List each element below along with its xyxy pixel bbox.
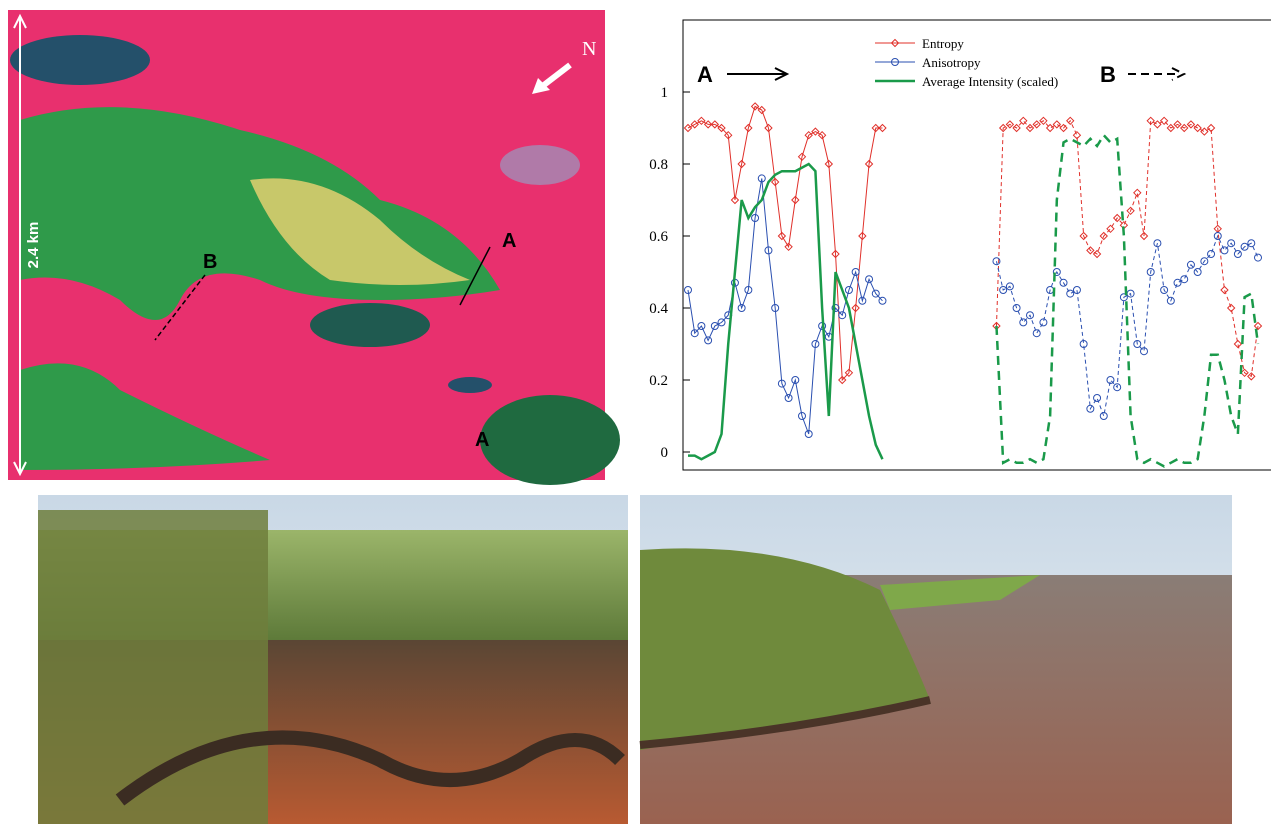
anisotropy-marker: [1255, 254, 1262, 261]
page: {"map": {"north": "N", "scale": "2.4 km"…: [0, 0, 1271, 824]
chart-annotation: B: [1100, 62, 1116, 87]
photo-right: [640, 495, 1232, 824]
map-label: B: [203, 251, 217, 273]
map-label: A: [502, 230, 516, 252]
map-label: A: [475, 429, 489, 451]
scale-label: 2.4 km: [25, 222, 42, 269]
chart-annotation: A: [697, 62, 713, 87]
anisotropy-marker: [1020, 319, 1027, 326]
entropy-marker: [1154, 121, 1161, 128]
north-label: N: [582, 38, 596, 60]
legend-label: Anisotropy: [922, 55, 981, 70]
figure: N 2.4 km A B A 0 0.2 0.4 0.6 0.8 1 Entropy Anis…: [0, 0, 1271, 824]
y-tick-label: 0.2: [649, 373, 668, 389]
anisotropy-marker: [1067, 290, 1074, 297]
series-line: [688, 164, 882, 459]
anisotropy-marker: [1208, 251, 1215, 258]
arrow-a: [727, 68, 787, 80]
anisotropy-marker: [1100, 413, 1107, 420]
anisotropy-marker: [1094, 395, 1101, 402]
satellite-image: [8, 10, 620, 485]
entropy-marker: [1053, 121, 1060, 128]
arrow-b: [1128, 68, 1184, 80]
y-tick-label: 0.4: [649, 301, 668, 317]
anisotropy-marker: [1181, 276, 1188, 283]
entropy-marker: [1234, 341, 1241, 348]
anisotropy-marker: [1174, 279, 1181, 286]
anisotropy-marker: [1033, 330, 1040, 337]
entropy-marker: [1201, 128, 1208, 135]
y-tick-label: 0.6: [649, 229, 668, 245]
y-tick-label: 0: [661, 445, 669, 461]
chart: 0 0.2 0.4 0.6 0.8 1 Entropy Anisotropy Average I…: [649, 36, 1261, 466]
series-line: [996, 236, 1258, 416]
series-line: [688, 106, 882, 380]
y-tick-label: 1: [661, 85, 669, 101]
legend-label: Entropy: [922, 36, 964, 51]
y-tick-label: 0.8: [649, 157, 668, 173]
anisotropy-marker: [1221, 247, 1228, 254]
series-line: [996, 135, 1258, 466]
photo-left: [38, 495, 628, 824]
entropy-marker: [1221, 287, 1228, 294]
legend-label: Average Intensity (scaled): [922, 74, 1058, 89]
